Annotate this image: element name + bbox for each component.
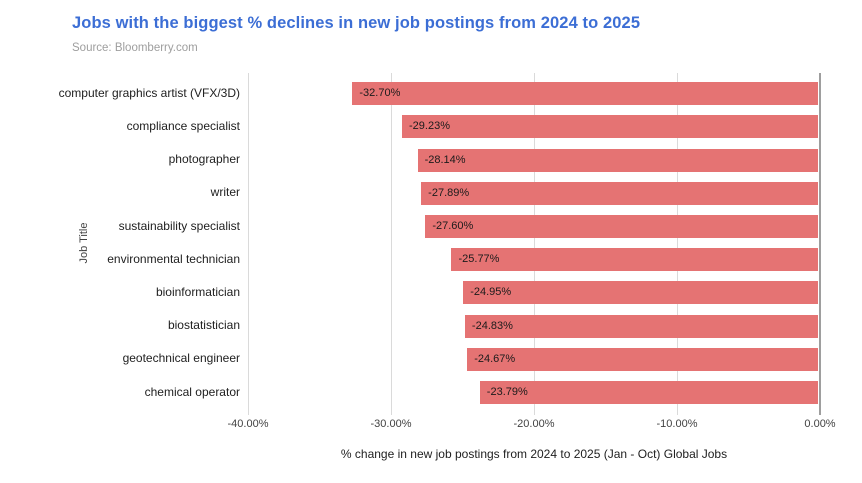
category-label: computer graphics artist (VFX/3D) (58, 85, 240, 100)
gridline (677, 73, 678, 415)
bar: -24.83% (464, 314, 818, 338)
category-label: chemical operator (144, 384, 240, 399)
plot-area: -32.70% -29.23% -28.14% -27.89% -27.60% -25.7… (248, 73, 821, 415)
bar-value-label: -28.14% (424, 153, 466, 166)
bar: -23.79% (479, 380, 818, 404)
x-tick-labels: -40.00% -30.00% -20.00% -10.00% 0.00% (228, 418, 836, 432)
x-tick-label: 0.00% (804, 418, 836, 430)
x-tick-label: -40.00% (227, 418, 269, 430)
bar: -24.67% (467, 347, 818, 371)
chart-title: Jobs with the biggest % declines in new … (72, 14, 641, 32)
bar-value-label: -24.83% (471, 319, 513, 332)
bar-value-label: -27.89% (428, 186, 470, 199)
category-label: environmental technician (107, 251, 240, 266)
category-label: geotechnical engineer (122, 351, 240, 366)
gridline (248, 73, 249, 415)
bar: -27.89% (421, 181, 818, 205)
category-label: compliance specialist (126, 118, 240, 133)
category-labels: computer graphics artist (VFX/3D) complia… (58, 77, 240, 409)
category-label: sustainability specialist (118, 218, 240, 233)
bar-value-label: -24.95% (470, 286, 512, 299)
x-tick-label: -10.00% (656, 418, 698, 430)
bar-value-label: -25.77% (458, 253, 500, 266)
gridline (391, 73, 392, 415)
bar: -28.14% (417, 148, 818, 172)
bar: -32.70% (352, 82, 818, 106)
category-label: biostatistician (167, 318, 240, 333)
bar: -24.95% (463, 281, 818, 305)
category-label: writer (210, 185, 240, 200)
category-label: photographer (168, 152, 240, 167)
bar-value-label: -23.79% (486, 385, 528, 398)
bar-value-label: -29.23% (409, 120, 450, 133)
bar: -27.60% (425, 214, 818, 238)
x-tick-label: -20.00% (513, 418, 555, 430)
bar-value-label: -24.67% (474, 352, 516, 365)
bar: -25.77% (451, 248, 818, 272)
chart-source: Source: Bloomberry.com (72, 42, 198, 54)
category-label: bioinformatician (155, 284, 240, 299)
zero-axis-line (819, 73, 821, 415)
x-axis-title: % change in new job postings from 2024 t… (340, 447, 728, 461)
bar: -29.23% (402, 115, 818, 139)
gridline (534, 73, 535, 415)
bar-value-label: -32.70% (359, 87, 401, 100)
bar-value-label: -27.60% (432, 219, 474, 232)
x-tick-label: -30.00% (370, 418, 412, 430)
